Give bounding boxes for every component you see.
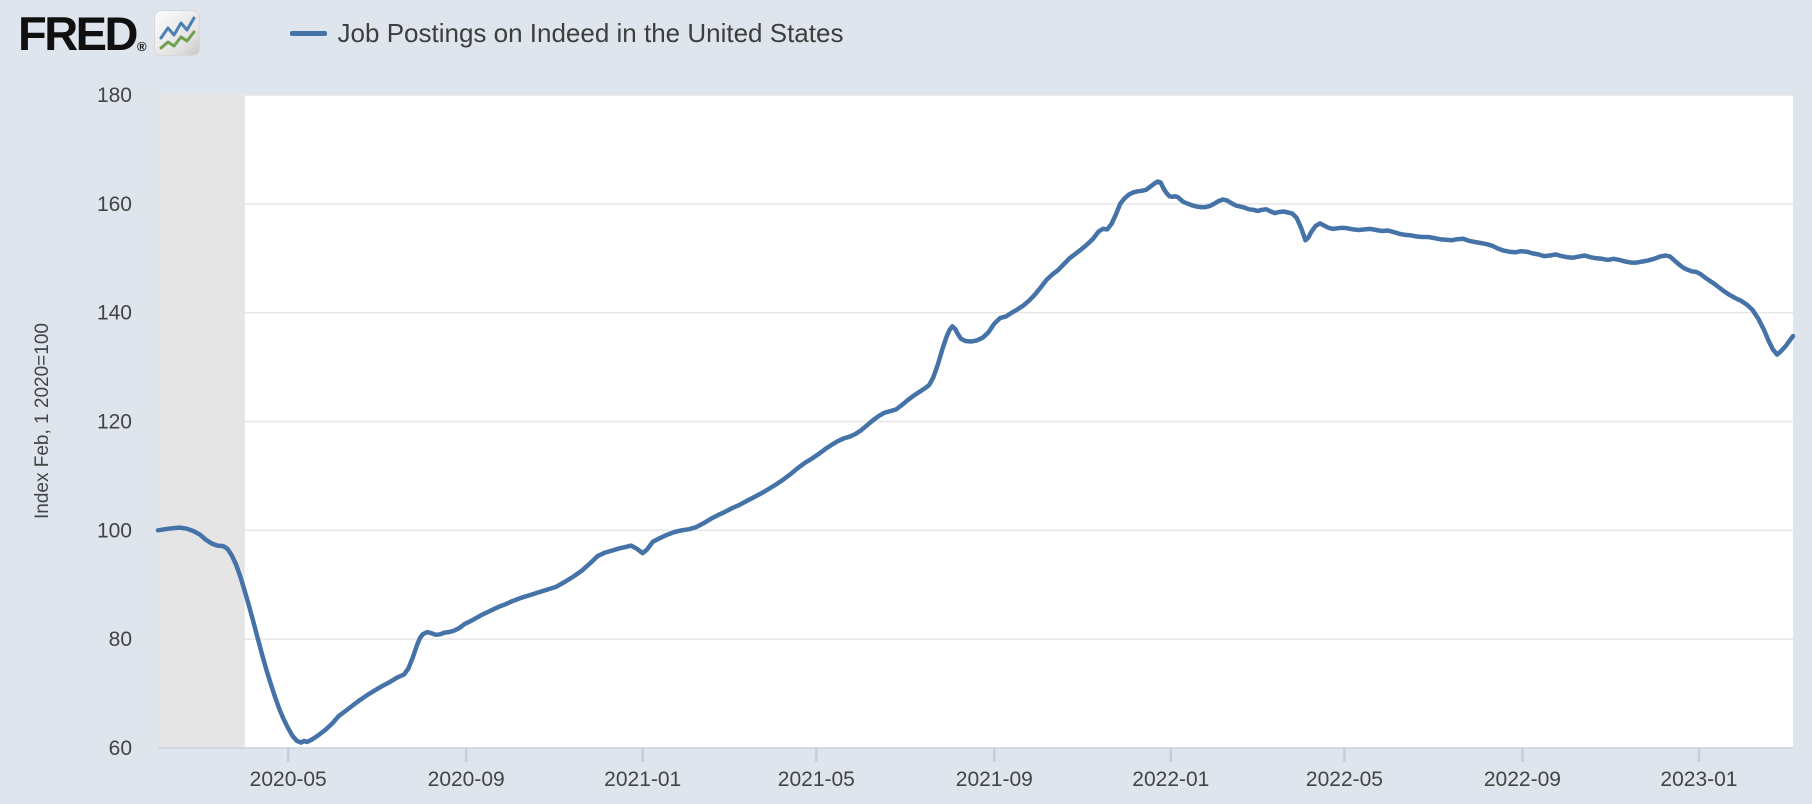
legend-line-swatch <box>289 30 327 36</box>
fred-logo-text: FRED <box>18 6 138 60</box>
x-axis-tick-labels: 2020-05 2020-09 2021-01 2021-05 2021-09 2022-… <box>250 768 1738 791</box>
x-tick-label-2021-01: 2021-01 <box>604 768 681 791</box>
y-axis-tick-labels: 180 160 140 120 100 80 60 <box>97 84 132 760</box>
header: FRED ® Job Postings on Indeed in the Uni… <box>0 0 1812 66</box>
x-tick-label-2023-01: 2023-01 <box>1660 768 1737 791</box>
y-tick-label-120: 120 <box>97 411 132 434</box>
fred-line-chart-icon <box>153 10 200 56</box>
x-tick-label-2020-05: 2020-05 <box>250 768 327 791</box>
x-tick-label-2021-09: 2021-09 <box>956 768 1033 791</box>
y-tick-label-60: 60 <box>109 737 132 760</box>
icon-blue-line <box>159 16 196 40</box>
registered-trademark: ® <box>136 38 147 54</box>
y-tick-label-100: 100 <box>97 519 132 542</box>
y-tick-label-80: 80 <box>109 628 132 651</box>
x-tick-label-2020-09: 2020-09 <box>428 768 505 791</box>
x-tick-label-2021-05: 2021-05 <box>778 768 855 791</box>
x-tick-label-2022-09: 2022-09 <box>1484 768 1561 791</box>
y-tick-label-140: 140 <box>97 302 132 325</box>
x-axis-tick-marks <box>286 748 1701 762</box>
icon-green-line <box>159 30 196 50</box>
x-tick-label-2022-01: 2022-01 <box>1132 768 1209 791</box>
legend-label: Job Postings on Indeed in the United Sta… <box>337 17 844 48</box>
series-line[interactable] <box>155 179 1796 745</box>
gridlines <box>158 94 1793 640</box>
fred-logo[interactable]: FRED ® <box>18 10 147 57</box>
legend-item: Job Postings on Indeed in the United Sta… <box>289 17 844 49</box>
x-tick-label-2022-05: 2022-05 <box>1306 768 1383 791</box>
y-tick-label-160: 160 <box>97 193 132 216</box>
y-tick-label-180: 180 <box>97 84 132 107</box>
